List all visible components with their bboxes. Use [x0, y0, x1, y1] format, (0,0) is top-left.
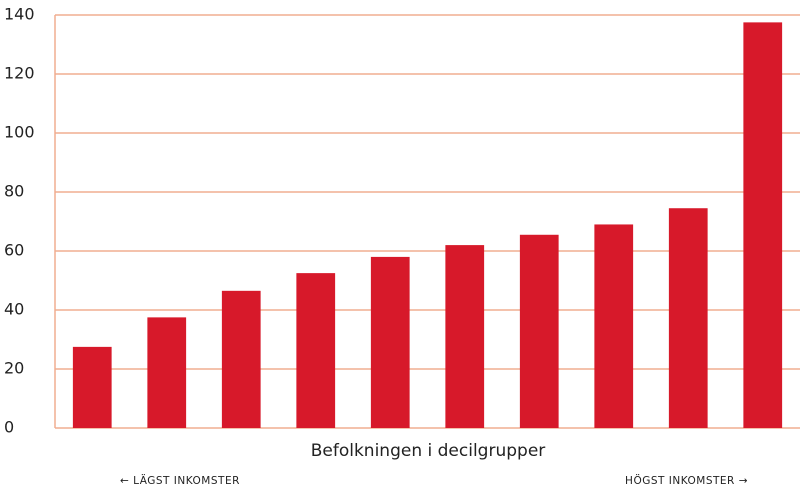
- bar: [370, 256, 410, 428]
- bar: [743, 22, 783, 428]
- y-tick-label: 120: [4, 64, 35, 83]
- bar: [72, 346, 112, 428]
- bar: [519, 234, 559, 428]
- bar: [594, 224, 634, 428]
- bar: [668, 208, 708, 428]
- y-tick-label: 0: [4, 418, 14, 437]
- y-tick-label: 60: [4, 241, 24, 260]
- bar: [296, 273, 336, 428]
- annotation-right: HÖGST INKOMSTER →: [625, 474, 748, 487]
- y-tick-label: 20: [4, 359, 24, 378]
- y-tick-label: 140: [4, 5, 35, 24]
- y-tick-label: 40: [4, 300, 24, 319]
- y-tick-label: 80: [4, 182, 24, 201]
- x-axis-label: Befolkningen i decilgrupper: [311, 441, 546, 461]
- bar: [221, 290, 261, 428]
- annotation-left: ← LÄGST INKOMSTER: [120, 474, 240, 487]
- bar: [445, 245, 485, 428]
- y-tick-label: 100: [4, 123, 35, 142]
- bar: [147, 317, 187, 428]
